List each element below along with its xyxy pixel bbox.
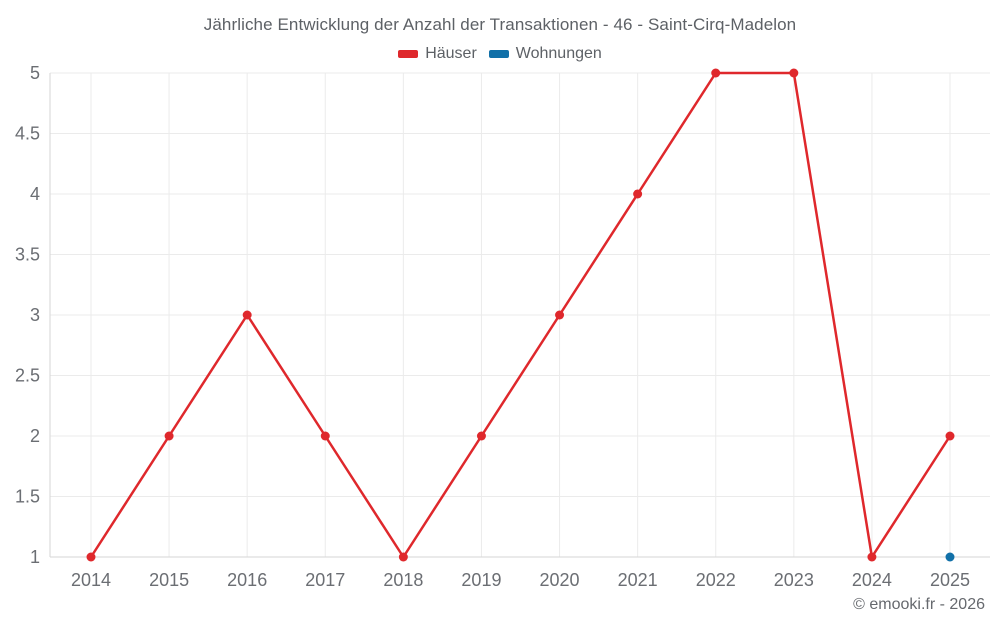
x-tick-label: 2016: [227, 570, 267, 590]
data-point[interactable]: [398, 552, 408, 562]
y-tick-label: 3.5: [15, 245, 40, 265]
y-tick-label: 3: [30, 305, 40, 325]
data-point[interactable]: [320, 431, 330, 441]
legend-marker-wohnungen-icon: [488, 50, 509, 58]
chart-title: Jährliche Entwicklung der Anzahl der Tra…: [203, 15, 797, 34]
data-point[interactable]: [242, 310, 252, 320]
x-tick-label: 2018: [383, 570, 423, 590]
x-tick-label: 2025: [930, 570, 970, 590]
legend-label-wohnungen: Wohnungen: [515, 45, 602, 62]
data-point[interactable]: [789, 68, 799, 78]
copyright-text: © emooki.fr - 2026: [853, 596, 985, 613]
x-tick-label: 2023: [774, 570, 814, 590]
y-tick-label: 5: [30, 63, 40, 83]
series-line-0: [89, 71, 952, 559]
data-point[interactable]: [945, 552, 955, 562]
legend-label-hauser: Häuser: [425, 45, 477, 62]
x-tick-label: 2022: [696, 570, 736, 590]
y-tick-label: 1.5: [15, 487, 40, 507]
x-tick-label: 2014: [71, 570, 111, 590]
data-point[interactable]: [86, 552, 96, 562]
y-tick-label: 4: [30, 184, 40, 204]
data-point[interactable]: [633, 189, 643, 199]
data-point[interactable]: [164, 431, 174, 441]
x-tick-label: 2017: [305, 570, 345, 590]
x-tick-label: 2020: [540, 570, 580, 590]
legend-item-wohnungen[interactable]: Wohnungen: [488, 45, 602, 63]
y-tick-label: 4.5: [15, 124, 40, 144]
data-point[interactable]: [867, 552, 877, 562]
y-tick-label: 1: [30, 547, 40, 567]
data-point[interactable]: [711, 68, 721, 78]
y-tick-label: 2: [30, 426, 40, 446]
x-tick-label: 2024: [852, 570, 892, 590]
y-tick-label: 2.5: [15, 366, 40, 386]
data-point[interactable]: [555, 310, 565, 320]
x-tick-label: 2019: [461, 570, 501, 590]
chart-legend: Häuser Wohnungen: [0, 45, 1000, 63]
x-tick-label: 2021: [618, 570, 658, 590]
data-point[interactable]: [945, 431, 955, 441]
data-point[interactable]: [476, 431, 486, 441]
legend-marker-hauser-icon: [398, 50, 419, 58]
x-tick-label: 2015: [149, 570, 189, 590]
legend-item-hauser[interactable]: Häuser: [398, 45, 477, 63]
